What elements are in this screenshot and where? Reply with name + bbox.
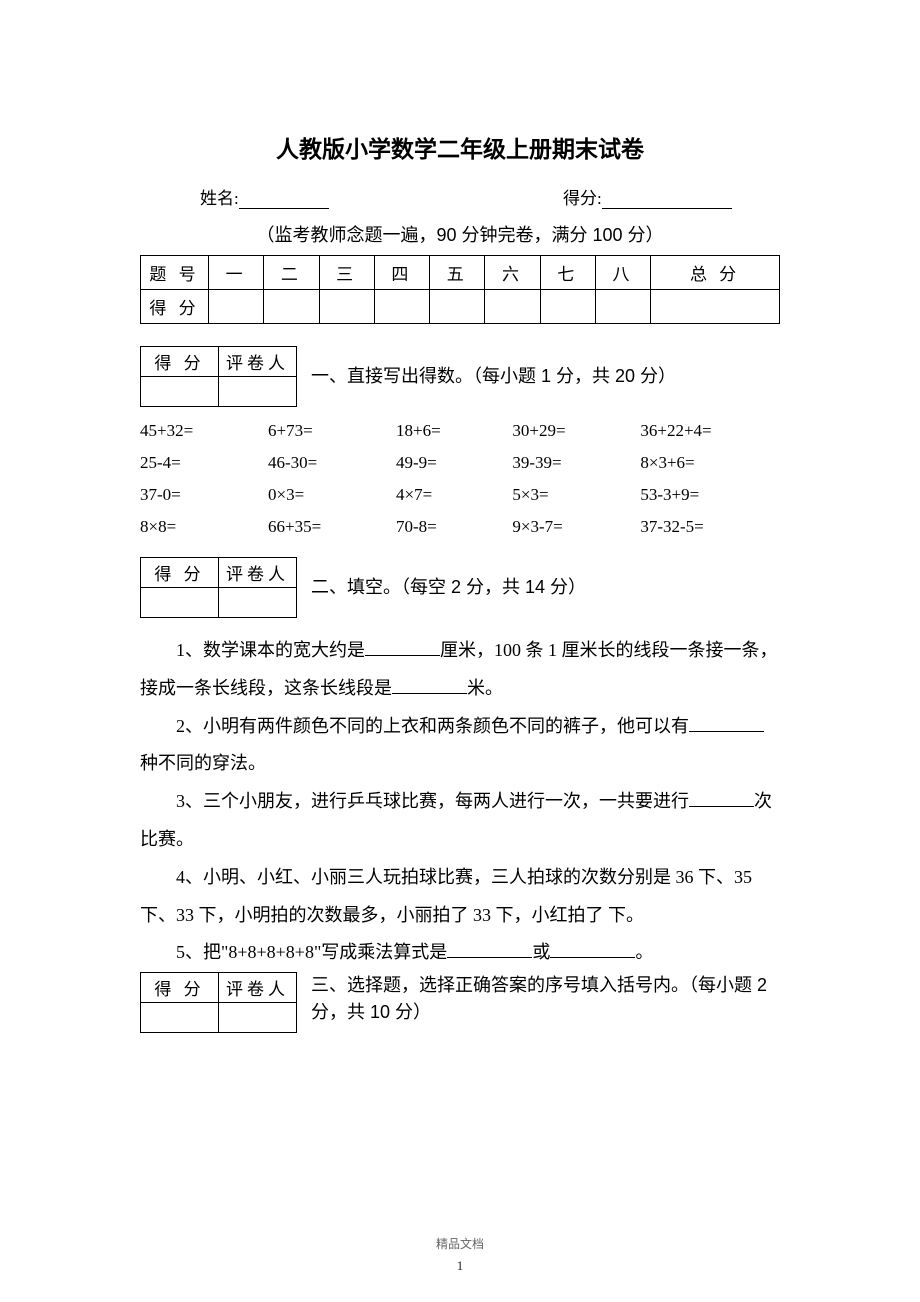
cell xyxy=(485,290,540,324)
cell: 得 分 xyxy=(141,558,219,588)
page-number: 1 xyxy=(0,1258,920,1274)
cell: 四 xyxy=(374,256,429,290)
cell: 得 分 xyxy=(141,347,219,377)
section-2-title: 二、填空。（每空 2 分，共 14 分） xyxy=(311,574,586,601)
problem: 66+35= xyxy=(268,517,396,537)
fill-blank xyxy=(689,806,754,807)
problem: 6+73= xyxy=(268,421,396,441)
cell: 评卷人 xyxy=(219,973,297,1003)
cell xyxy=(430,290,485,324)
cell xyxy=(219,1003,297,1033)
problem: 30+29= xyxy=(512,421,640,441)
fill-blank xyxy=(550,957,635,958)
cell xyxy=(209,290,264,324)
cell xyxy=(219,588,297,618)
problem: 39-39= xyxy=(512,453,640,473)
q-text: 或 xyxy=(532,942,550,962)
cell: 六 xyxy=(485,256,540,290)
cell xyxy=(374,290,429,324)
problem: 36+22+4= xyxy=(640,421,780,441)
cell xyxy=(141,588,219,618)
problem: 0×3= xyxy=(268,485,396,505)
cell xyxy=(141,377,219,407)
cell: 评卷人 xyxy=(219,558,297,588)
section-1-header: 得 分评卷人 一、直接写出得数。（每小题 1 分，共 20 分） xyxy=(140,346,780,407)
problem: 8×3+6= xyxy=(640,453,780,473)
fill-blank xyxy=(447,957,532,958)
section-3-title: 三、选择题，选择正确答案的序号填入括号内。（每小题 2 分，共 10 分） xyxy=(311,972,780,1026)
cell xyxy=(319,290,374,324)
cell xyxy=(264,290,319,324)
mini-score-table: 得 分评卷人 xyxy=(140,557,297,618)
problem: 46-30= xyxy=(268,453,396,473)
q-text: 种不同的穿法。 xyxy=(140,753,266,773)
section-1-title: 一、直接写出得数。（每小题 1 分，共 20 分） xyxy=(311,363,676,390)
question-3: 3、三个小朋友，进行乒乓球比赛，每两人进行一次，一共要进行次比赛。 xyxy=(140,783,780,859)
q-text: 3、三个小朋友，进行乒乓球比赛，每两人进行一次，一共要进行 xyxy=(176,791,689,811)
problem: 8×8= xyxy=(140,517,268,537)
q-text: 米。 xyxy=(467,678,503,698)
arithmetic-problems: 45+32= 6+73= 18+6= 30+29= 36+22+4= 25-4=… xyxy=(140,421,780,537)
score-blank xyxy=(602,208,732,209)
page-footer: 精品文档 1 xyxy=(0,1235,920,1274)
cell xyxy=(141,1003,219,1033)
cell: 得 分 xyxy=(141,290,209,324)
cell xyxy=(540,290,595,324)
q-text: 。 xyxy=(635,942,653,962)
table-row: 题 号 一 二 三 四 五 六 七 八 总 分 xyxy=(141,256,780,290)
cell: 题 号 xyxy=(141,256,209,290)
q-text: 5、把"8+8+8+8+8"写成乘法算式是 xyxy=(176,942,447,962)
cell: 总 分 xyxy=(651,256,780,290)
name-score-line: 姓名: 得分: xyxy=(140,184,780,209)
mini-score-table: 得 分评卷人 xyxy=(140,346,297,407)
cell: 七 xyxy=(540,256,595,290)
q-text: 2、小明有两件颜色不同的上衣和两条颜色不同的裤子，他可以有 xyxy=(176,716,689,736)
problem: 53-3+9= xyxy=(640,485,780,505)
score-summary-table: 题 号 一 二 三 四 五 六 七 八 总 分 得 分 xyxy=(140,255,780,324)
problem: 18+6= xyxy=(396,421,512,441)
cell: 一 xyxy=(209,256,264,290)
section-2-header: 得 分评卷人 二、填空。（每空 2 分，共 14 分） xyxy=(140,557,780,618)
question-2: 2、小明有两件颜色不同的上衣和两条颜色不同的裤子，他可以有种不同的穿法。 xyxy=(140,708,780,784)
cell: 八 xyxy=(595,256,650,290)
footer-label: 精品文档 xyxy=(0,1235,920,1252)
cell xyxy=(651,290,780,324)
table-row: 得 分 xyxy=(141,290,780,324)
cell: 得 分 xyxy=(141,973,219,1003)
fill-blank xyxy=(392,693,467,694)
cell: 三 xyxy=(319,256,374,290)
score-label: 得分: xyxy=(563,189,602,208)
cell: 评卷人 xyxy=(219,347,297,377)
question-4: 4、小明、小红、小丽三人玩拍球比赛，三人拍球的次数分别是 36 下、35 下、3… xyxy=(140,859,780,935)
problem: 37-0= xyxy=(140,485,268,505)
section-3-header: 得 分评卷人 三、选择题，选择正确答案的序号填入括号内。（每小题 2 分，共 1… xyxy=(140,972,780,1033)
exam-instructions: （监考教师念题一遍，90 分钟完卷，满分 100 分） xyxy=(140,221,780,247)
problem: 37-32-5= xyxy=(640,517,780,537)
name-blank xyxy=(239,208,329,209)
problem: 25-4= xyxy=(140,453,268,473)
cell: 二 xyxy=(264,256,319,290)
mini-score-table: 得 分评卷人 xyxy=(140,972,297,1033)
cell: 五 xyxy=(430,256,485,290)
problem: 49-9= xyxy=(396,453,512,473)
exam-title: 人教版小学数学二年级上册期末试卷 xyxy=(140,130,780,164)
question-5: 5、把"8+8+8+8+8"写成乘法算式是 或 。 xyxy=(140,934,780,972)
fill-blank xyxy=(365,655,440,656)
question-1: 1、数学课本的宽大约是厘米，100 条 1 厘米长的线段一条接一条，接成一条长线… xyxy=(140,632,780,708)
cell xyxy=(595,290,650,324)
problem: 9×3-7= xyxy=(512,517,640,537)
problem: 5×3= xyxy=(512,485,640,505)
name-label: 姓名: xyxy=(200,189,239,208)
problem: 45+32= xyxy=(140,421,268,441)
cell xyxy=(219,377,297,407)
problem: 70-8= xyxy=(396,517,512,537)
q-text: 1、数学课本的宽大约是 xyxy=(176,640,365,660)
problem: 4×7= xyxy=(396,485,512,505)
fill-blank xyxy=(689,731,764,732)
